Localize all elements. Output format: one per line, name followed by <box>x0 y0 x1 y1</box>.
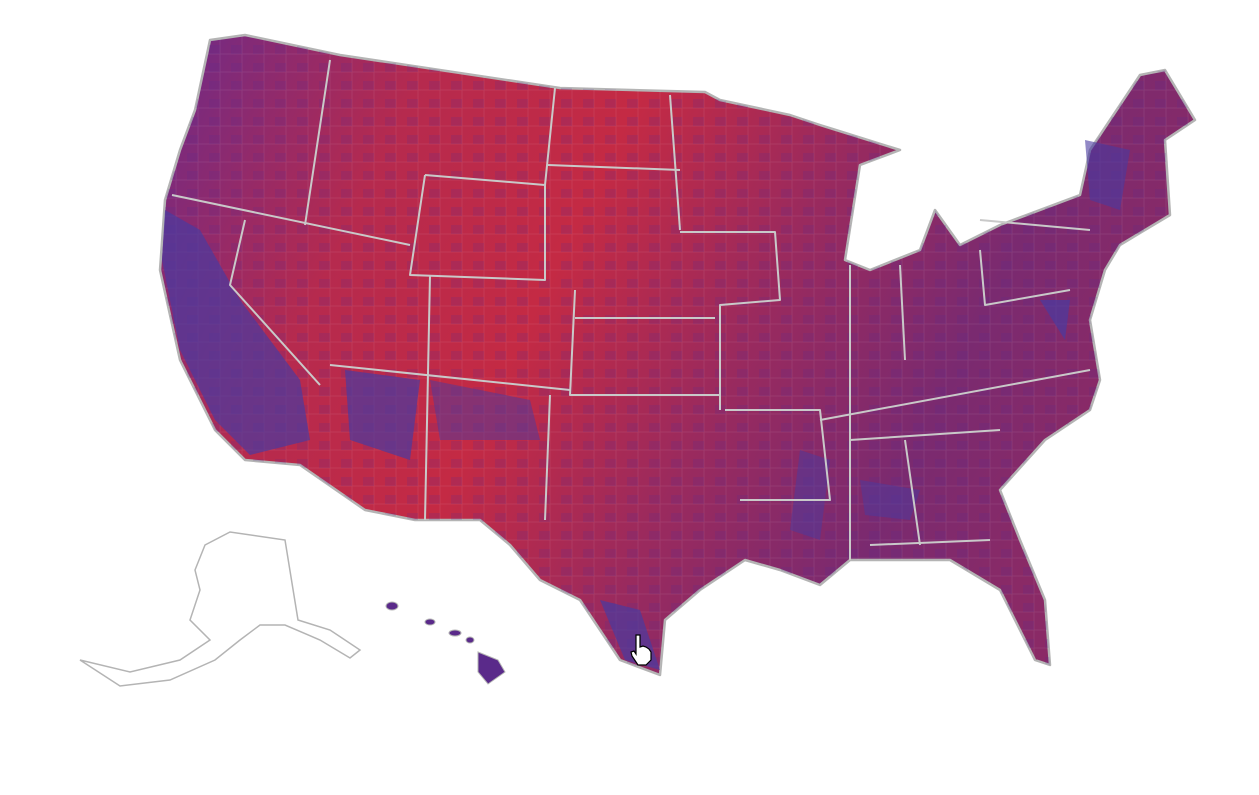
blue-regions <box>162 140 1130 670</box>
cursor <box>630 634 652 666</box>
county-texture <box>160 35 1195 675</box>
alaska <box>79 531 362 687</box>
hawaii <box>385 601 506 685</box>
state-borders <box>171 59 1091 560</box>
